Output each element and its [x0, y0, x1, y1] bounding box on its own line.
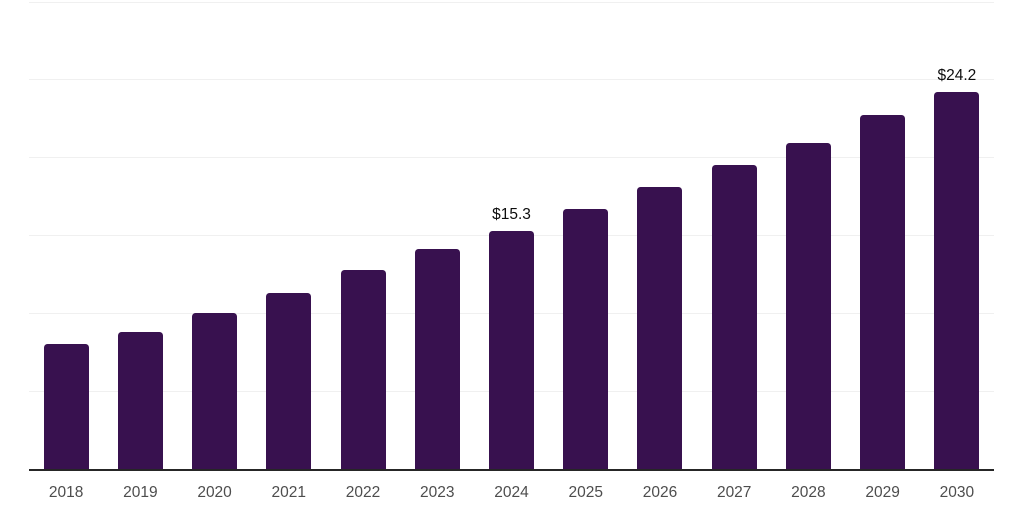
bar — [117, 331, 163, 469]
x-tick-label: 2024 — [494, 484, 529, 501]
bar-value-label: $24.2 — [937, 66, 977, 84]
x-tick-label: 2030 — [939, 484, 975, 501]
x-tick-label: 2028 — [791, 484, 826, 501]
x-tick-label: 2020 — [197, 484, 232, 501]
bar — [934, 91, 980, 469]
x-tick-label: 2029 — [865, 484, 900, 501]
x-axis-line — [29, 469, 994, 471]
bar — [711, 165, 757, 469]
bar — [489, 230, 534, 469]
bar — [860, 115, 906, 469]
bar — [43, 344, 89, 469]
bar — [192, 313, 238, 469]
bar — [414, 249, 460, 469]
x-tick-label: 2022 — [345, 484, 381, 501]
x-tick-label: 2025 — [568, 484, 603, 501]
gridline — [29, 157, 994, 159]
gridline — [29, 1, 994, 3]
bar — [340, 269, 386, 469]
x-tick-label: 2021 — [271, 484, 307, 501]
bar — [563, 208, 609, 469]
bar — [266, 292, 312, 469]
x-tick-label: 2023 — [420, 484, 455, 501]
gridline — [29, 79, 994, 81]
x-tick-label: 2019 — [123, 484, 158, 501]
bar — [637, 186, 683, 469]
bar-value-label: $15.3 — [492, 205, 531, 223]
x-tick-label: 2026 — [642, 484, 678, 501]
x-tick-label: 2027 — [716, 484, 752, 501]
x-tick-label: 2018 — [48, 484, 84, 501]
bar — [785, 143, 831, 469]
